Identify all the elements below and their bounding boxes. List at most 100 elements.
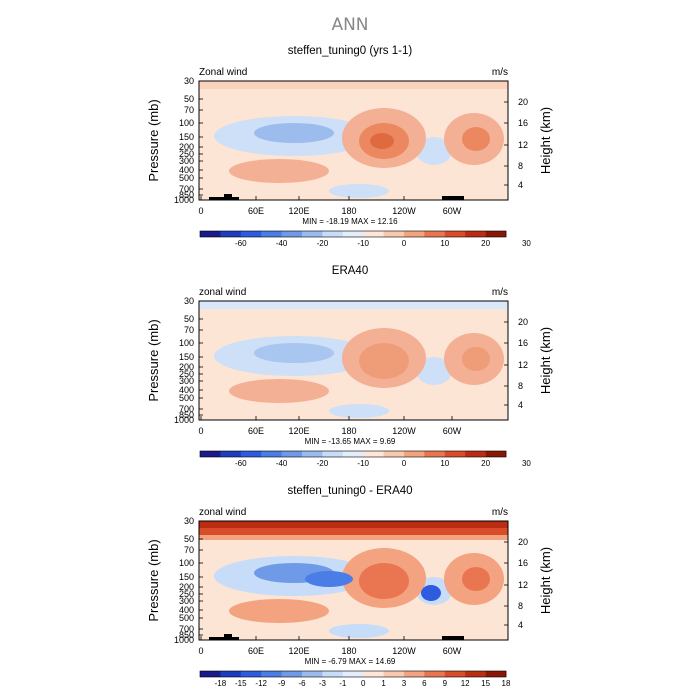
pressure-tick-label: 200: [179, 142, 194, 152]
pressure-tick-label: 250: [179, 149, 194, 159]
colorbar-swatch: [383, 231, 405, 237]
topography-east: [442, 636, 464, 640]
pressure-tick-label: 100: [179, 338, 194, 348]
colorbar-swatch: [404, 671, 425, 677]
colorbar-swatch: [424, 231, 446, 237]
topography-peak: [224, 634, 232, 640]
longitude-tick-label: 60E: [248, 206, 264, 216]
colorbar-swatch: [465, 451, 486, 457]
colorbar-swatch: [220, 231, 242, 237]
colorbar-swatch: [465, 231, 486, 237]
topography-east: [442, 196, 464, 200]
colorbar-label: 9: [443, 679, 448, 688]
pressure-tick-label: 100: [179, 118, 194, 128]
colorbar-swatch: [302, 451, 323, 457]
colorbar-label: -9: [278, 679, 286, 688]
colorbar-swatch: [240, 231, 262, 237]
colorbar-swatch: [342, 451, 364, 457]
positive-jet-max: [370, 133, 394, 149]
min-max-stats: MIN = -13.65 MAX = 9.69: [305, 437, 396, 446]
height-tick-label: 16: [518, 558, 528, 568]
pressure-tick-label: 50: [184, 94, 194, 104]
longitude-tick-label: 60W: [443, 206, 462, 216]
colorbar-swatch: [322, 451, 344, 457]
pressure-tick-label: 150: [179, 132, 194, 142]
colorbar-swatch: [342, 671, 364, 677]
height-tick-label: 8: [518, 601, 523, 611]
colorbar-label: 20: [481, 239, 490, 248]
pressure-tick-label: 500: [179, 613, 194, 623]
y2-axis-title: Height (km): [538, 107, 553, 174]
colorbar-label: 30: [522, 459, 531, 468]
colorbar-label: 0: [361, 679, 366, 688]
pressure-tick-label: 50: [184, 314, 194, 324]
colorbar-label: -40: [276, 459, 288, 468]
pressure-tick-label: 50: [184, 534, 194, 544]
colorbar-label: -10: [357, 239, 369, 248]
colorbar-label: -6: [298, 679, 306, 688]
colorbar-label: -60: [235, 459, 247, 468]
colorbar-label: 1: [381, 679, 386, 688]
colorbar-label: 10: [440, 459, 449, 468]
stratosphere-edge: [199, 535, 508, 540]
longitude-tick-label: 0: [198, 426, 203, 436]
pressure-tick-label: 250: [179, 369, 194, 379]
colorbar-label: 0: [402, 239, 407, 248]
pressure-tick-label: 1000: [174, 635, 194, 645]
stratosphere-band: [199, 301, 508, 309]
colorbar-swatch: [383, 451, 405, 457]
pressure-tick-label: 30: [184, 296, 194, 306]
panel-title: steffen_tuning0 - ERA40: [287, 485, 412, 497]
height-tick-label: 20: [518, 537, 528, 547]
positive-jet-core-east: [462, 347, 490, 371]
colorbar-swatch: [200, 231, 221, 237]
colorbar-swatch: [261, 671, 282, 677]
pressure-tick-label: 850: [179, 190, 194, 200]
pressure-tick-label: 300: [179, 376, 194, 386]
colorbar-swatch: [302, 231, 323, 237]
pressure-tick-label: 70: [184, 325, 194, 335]
colorbar-swatch: [322, 231, 344, 237]
height-tick-label: 12: [518, 360, 528, 370]
colorbar-swatch: [302, 671, 323, 677]
colorbar-swatch: [424, 671, 446, 677]
longitude-tick-label: 60E: [248, 426, 264, 436]
colorbar-label: 30: [522, 239, 531, 248]
y2-axis-title: Height (km): [538, 327, 553, 394]
pressure-tick-label: 700: [179, 624, 194, 634]
longitude-tick-label: 180: [341, 646, 356, 656]
colorbar-label: -20: [317, 459, 329, 468]
colorbar-swatch: [363, 231, 384, 237]
longitude-tick-label: 180: [341, 206, 356, 216]
colorbar-swatch: [485, 671, 507, 677]
y-axis-title: Pressure (mb): [146, 539, 161, 621]
colorbar-swatch: [261, 451, 282, 457]
contour-field: [199, 81, 508, 200]
positive-jet-core: [359, 343, 409, 379]
longitude-tick-label: 120E: [288, 426, 309, 436]
height-tick-label: 12: [518, 140, 528, 150]
longitude-tick-label: 120E: [288, 646, 309, 656]
colorbar-label: -1: [339, 679, 347, 688]
colorbar-swatch: [383, 671, 405, 677]
colorbar-swatch: [220, 671, 242, 677]
units-label: m/s: [492, 67, 508, 78]
colorbar-swatch: [261, 231, 282, 237]
height-tick-label: 16: [518, 338, 528, 348]
colorbar-frame: [199, 230, 507, 238]
height-tick-label: 8: [518, 161, 523, 171]
y-axis-title: Pressure (mb): [146, 99, 161, 181]
colorbar-label: -60: [235, 239, 247, 248]
page-title: ANN: [331, 15, 368, 35]
pressure-tick-label: 150: [179, 572, 194, 582]
colorbar-swatch: [200, 451, 221, 457]
colorbar-label: -40: [276, 239, 288, 248]
longitude-tick-label: 60W: [443, 646, 462, 656]
colorbar-swatch: [363, 671, 384, 677]
colorbar-swatch: [281, 231, 303, 237]
pressure-tick-label: 100: [179, 558, 194, 568]
colorbar-swatch: [404, 451, 425, 457]
pressure-tick-label: 500: [179, 393, 194, 403]
colorbar-swatch: [444, 231, 466, 237]
